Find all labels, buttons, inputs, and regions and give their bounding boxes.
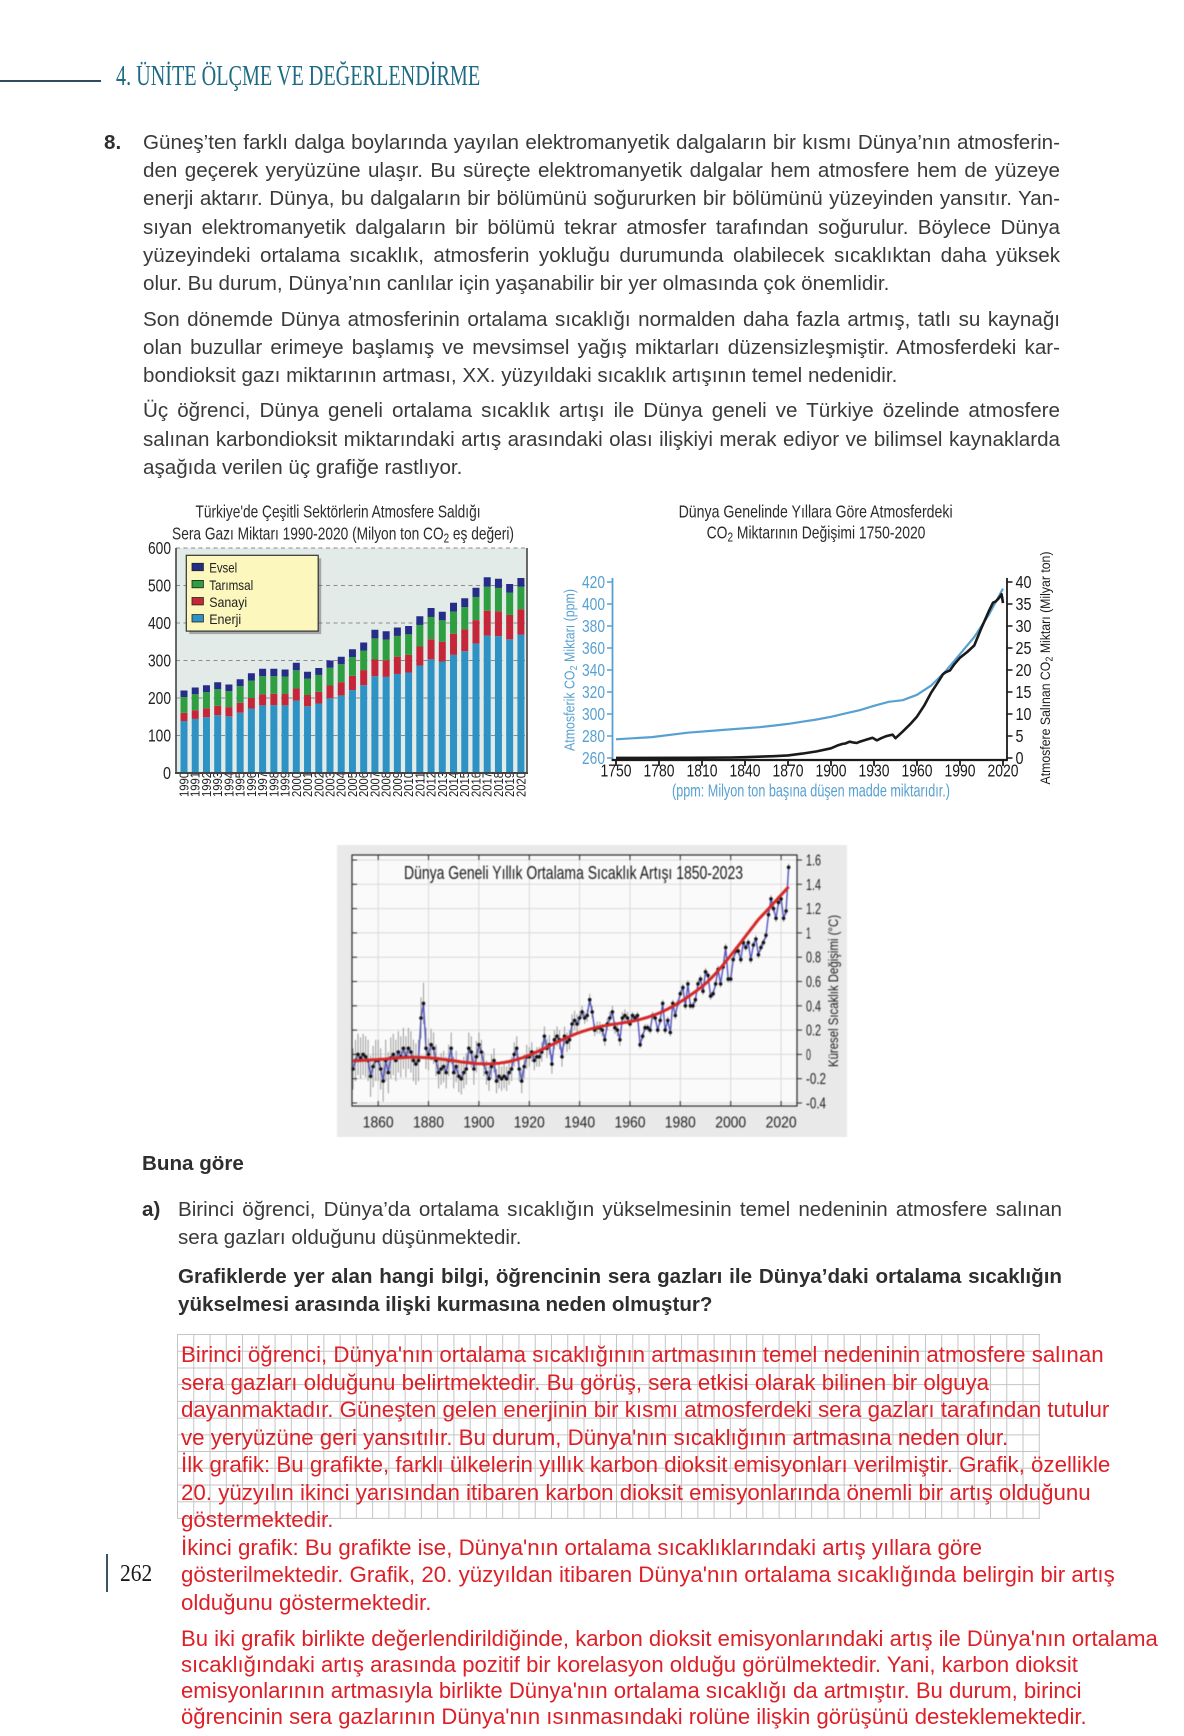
svg-text:1960: 1960	[615, 1114, 646, 1131]
svg-text:1810: 1810	[687, 761, 718, 781]
svg-text:2016: 2016	[470, 772, 484, 797]
svg-text:1: 1	[806, 925, 811, 942]
svg-text:1990: 1990	[178, 772, 192, 797]
svg-text:5: 5	[1016, 726, 1024, 746]
svg-text:Dünya Geneli Yıllık Ortalama S: Dünya Geneli Yıllık Ortalama Sıcaklık Ar…	[404, 863, 743, 883]
svg-text:1840: 1840	[730, 761, 761, 781]
svg-text:2008: 2008	[380, 772, 394, 797]
svg-text:2005: 2005	[346, 772, 360, 797]
svg-text:Sanayi: Sanayi	[209, 594, 247, 610]
svg-text:0.4: 0.4	[806, 998, 821, 1015]
svg-text:260: 260	[582, 748, 605, 768]
svg-text:2006: 2006	[357, 772, 371, 797]
svg-text:1860: 1860	[363, 1114, 394, 1131]
svg-text:Enerji: Enerji	[209, 611, 241, 627]
svg-text:1.4: 1.4	[806, 877, 821, 894]
svg-text:Atmosferik CO2 Miktarı (ppm): Atmosferik CO2 Miktarı (ppm)	[563, 589, 581, 751]
svg-text:0.6: 0.6	[806, 974, 821, 991]
svg-text:(ppm: Milyon ton başına düşen: (ppm: Milyon ton başına düşen madde mikt…	[672, 781, 950, 801]
svg-text:Tarımsal: Tarımsal	[209, 577, 253, 593]
svg-text:1920: 1920	[514, 1114, 545, 1131]
svg-text:Evsel: Evsel	[209, 560, 237, 576]
svg-text:10: 10	[1016, 704, 1032, 724]
svg-text:30: 30	[1016, 616, 1032, 636]
svg-text:35: 35	[1016, 594, 1032, 614]
svg-text:320: 320	[582, 682, 605, 702]
svg-text:1996: 1996	[245, 772, 259, 797]
svg-text:100: 100	[148, 726, 171, 746]
svg-text:1870: 1870	[773, 761, 804, 781]
svg-text:500: 500	[148, 576, 171, 596]
svg-text:300: 300	[582, 704, 605, 724]
svg-text:Atmosfere Salınan CO2 Miktarı: Atmosfere Salınan CO2 Miktarı (Milyar to…	[1038, 552, 1055, 785]
svg-text:2004: 2004	[335, 772, 349, 797]
svg-text:40: 40	[1016, 572, 1032, 592]
svg-text:1990: 1990	[945, 761, 976, 781]
svg-text:-0.4: -0.4	[806, 1096, 826, 1113]
svg-text:1999: 1999	[279, 772, 293, 797]
svg-text:2010: 2010	[402, 772, 416, 797]
svg-text:200: 200	[148, 688, 171, 708]
svg-text:2020: 2020	[766, 1114, 797, 1131]
svg-text:300: 300	[148, 651, 171, 671]
svg-text:2011: 2011	[413, 772, 427, 797]
svg-text:1995: 1995	[234, 772, 248, 797]
svg-text:1930: 1930	[859, 761, 890, 781]
svg-text:360: 360	[582, 638, 605, 658]
svg-text:1780: 1780	[644, 761, 675, 781]
svg-text:2017: 2017	[481, 772, 495, 797]
svg-text:0.2: 0.2	[806, 1023, 821, 1040]
svg-text:1960: 1960	[902, 761, 933, 781]
svg-text:0: 0	[806, 1047, 811, 1064]
svg-text:380: 380	[582, 616, 605, 636]
svg-text:1880: 1880	[413, 1114, 444, 1131]
svg-text:0: 0	[1016, 748, 1024, 768]
svg-text:400: 400	[582, 594, 605, 614]
svg-text:1900: 1900	[816, 761, 847, 781]
svg-text:-0.2: -0.2	[806, 1071, 826, 1088]
svg-text:1997: 1997	[256, 772, 270, 797]
svg-text:1940: 1940	[564, 1114, 595, 1131]
svg-text:2000: 2000	[290, 772, 304, 797]
svg-text:2015: 2015	[458, 772, 472, 797]
svg-text:Sera Gazı Miktarı 1990-2020 (M: Sera Gazı Miktarı 1990-2020 (Milyon ton …	[172, 525, 514, 546]
svg-text:2013: 2013	[436, 772, 450, 797]
svg-text:1.2: 1.2	[806, 901, 821, 918]
svg-text:2020: 2020	[514, 772, 528, 797]
svg-text:1998: 1998	[267, 772, 281, 797]
svg-text:2018: 2018	[492, 772, 506, 797]
svg-text:2009: 2009	[391, 772, 405, 797]
svg-text:20: 20	[1016, 660, 1032, 680]
svg-text:2000: 2000	[715, 1114, 746, 1131]
svg-text:Türkiye'de Çeşitli Sektörlerin: Türkiye'de Çeşitli Sektörlerin Atmosfere…	[196, 501, 481, 521]
svg-text:0: 0	[163, 763, 171, 783]
svg-text:2012: 2012	[425, 772, 439, 797]
svg-text:1750: 1750	[601, 761, 632, 781]
svg-text:2014: 2014	[447, 772, 461, 797]
svg-text:0.8: 0.8	[806, 950, 821, 967]
svg-text:1900: 1900	[463, 1114, 494, 1131]
svg-text:15: 15	[1016, 682, 1032, 702]
svg-text:2020: 2020	[988, 761, 1019, 781]
svg-text:1.6: 1.6	[806, 853, 821, 870]
svg-text:420: 420	[582, 572, 605, 592]
svg-text:1991: 1991	[189, 772, 203, 797]
svg-text:Dünya Genelinde Yıllara Göre A: Dünya Genelinde Yıllara Göre Atmosferdek…	[679, 501, 953, 521]
svg-text:1994: 1994	[222, 772, 236, 797]
svg-text:2002: 2002	[312, 772, 326, 797]
svg-text:2001: 2001	[301, 772, 315, 797]
svg-text:CO2​ Miktarının Değişimi 1750-: CO2​ Miktarının Değişimi 1750-2020	[707, 524, 926, 545]
svg-text:2003: 2003	[324, 772, 338, 797]
svg-text:400: 400	[148, 613, 171, 633]
svg-text:1992: 1992	[200, 772, 214, 797]
svg-text:340: 340	[582, 660, 605, 680]
svg-text:Küresel Sıcaklık Değişimi (°C): Küresel Sıcaklık Değişimi (°C)	[826, 915, 841, 1067]
svg-text:600: 600	[148, 538, 171, 558]
svg-text:2019: 2019	[503, 772, 517, 797]
svg-text:25: 25	[1016, 638, 1032, 658]
svg-text:2007: 2007	[368, 772, 382, 797]
svg-text:280: 280	[582, 726, 605, 746]
svg-text:1993: 1993	[211, 772, 225, 797]
svg-text:1980: 1980	[665, 1114, 696, 1131]
